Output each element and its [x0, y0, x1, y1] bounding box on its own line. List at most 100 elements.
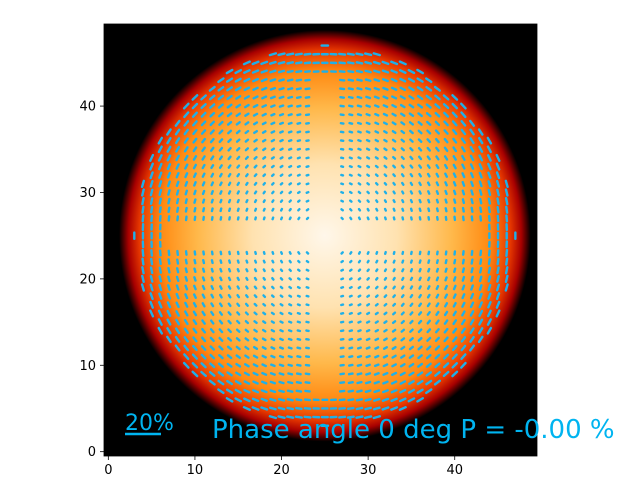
- polarization-vector: [251, 69, 260, 74]
- polarization-vector: [400, 285, 405, 290]
- polarization-vector: [383, 320, 388, 324]
- polarization-vector: [261, 380, 268, 385]
- polarization-vector: [391, 95, 398, 100]
- polarization-vector: [288, 199, 292, 203]
- polarization-vector: [427, 190, 431, 195]
- polarization-vector: [183, 111, 190, 119]
- polarization-vector: [218, 345, 224, 351]
- polarization-vector: [443, 137, 449, 144]
- polarization-vector: [487, 292, 492, 300]
- polarization-vector: [235, 354, 241, 359]
- polarization-vector: [374, 173, 379, 178]
- polarization-vector: [408, 354, 415, 359]
- polarization-vector: [218, 129, 224, 135]
- polarization-vector: [416, 371, 424, 377]
- polarization-vector: [271, 190, 275, 195]
- polarization-vector: [426, 336, 432, 342]
- polarization-vector: [381, 69, 390, 74]
- polarization-vector: [210, 155, 215, 161]
- polarization-vector: [383, 337, 388, 342]
- polarization-vector: [392, 181, 396, 186]
- polarization-vector: [427, 259, 431, 264]
- polarization-vector: [193, 207, 197, 213]
- polarization-vector: [460, 146, 466, 153]
- polarization-vector: [261, 104, 268, 109]
- polarization-vector: [253, 164, 258, 169]
- polarization-vector: [348, 173, 353, 177]
- polarization-vector: [217, 388, 225, 395]
- polarization-vector: [184, 258, 188, 265]
- polarization-vector: [236, 268, 240, 273]
- polarization-vector: [183, 344, 190, 352]
- polarization-vector: [227, 285, 232, 290]
- polarization-vector: [347, 87, 354, 91]
- polarization-vector: [278, 95, 285, 100]
- polarization-vector: [366, 156, 371, 160]
- polarization-vector: [228, 207, 232, 213]
- polarization-vector: [149, 300, 154, 309]
- polarization-vector: [217, 103, 224, 109]
- polarization-vector: [495, 292, 501, 301]
- x-tick-label: 10: [187, 463, 204, 478]
- polarization-vector: [279, 164, 284, 169]
- polarization-vector: [174, 344, 181, 352]
- polarization-vector: [444, 284, 448, 291]
- polarization-vector: [296, 165, 301, 169]
- polarization-vector: [416, 86, 424, 92]
- polarization-vector: [495, 300, 501, 309]
- polarization-vector: [253, 190, 258, 195]
- polarization-vector: [261, 363, 268, 368]
- polarization-vector: [234, 397, 243, 403]
- polarization-vector: [243, 103, 250, 109]
- polarization-vector: [236, 293, 241, 299]
- polarization-vector: [426, 328, 432, 334]
- polarization-vector: [461, 163, 466, 170]
- polarization-vector: [451, 344, 458, 352]
- polarization-vector: [277, 61, 286, 65]
- polarization-vector: [435, 164, 440, 170]
- polarization-vector: [382, 389, 389, 394]
- polarization-vector: [157, 145, 163, 154]
- polarization-vector: [400, 138, 406, 143]
- polarization-vector: [270, 302, 275, 307]
- polarization-vector: [357, 199, 362, 203]
- polarization-vector: [418, 259, 422, 264]
- polarization-vector: [287, 87, 294, 91]
- polarization-vector: [271, 250, 275, 255]
- polarization-vector: [381, 397, 390, 402]
- polarization-vector: [243, 363, 250, 368]
- polarization-vector: [209, 345, 215, 351]
- polarization-vector: [305, 199, 310, 203]
- polarization-vector: [442, 362, 450, 369]
- polarization-vector: [416, 77, 424, 83]
- polarization-vector: [271, 207, 275, 212]
- polarization-vector: [383, 181, 388, 186]
- polarization-vector: [479, 206, 483, 214]
- polarization-vector: [401, 190, 405, 195]
- polarization-vector: [278, 78, 285, 82]
- x-axis: 0 10 20 30 40: [104, 456, 463, 478]
- polarization-vector: [469, 318, 475, 326]
- polarization-vector: [167, 284, 171, 291]
- polarization-vector: [279, 294, 284, 298]
- polarization-vector: [486, 154, 492, 162]
- polarization-vector: [235, 129, 241, 135]
- polarization-vector: [297, 207, 301, 212]
- polarization-vector: [166, 318, 172, 326]
- polarization-vector: [244, 164, 249, 169]
- polarization-vector: [470, 267, 474, 274]
- polarization-vector: [434, 111, 441, 118]
- polarization-vector: [235, 112, 241, 118]
- polarization-vector: [296, 285, 301, 290]
- polarization-vector: [357, 320, 362, 324]
- polarization-vector: [340, 268, 345, 272]
- polarization-vector: [176, 258, 180, 265]
- polarization-vector: [191, 362, 199, 369]
- polarization-vector: [184, 180, 189, 187]
- polarization-vector: [294, 415, 303, 419]
- polarization-vector: [399, 95, 406, 100]
- polarization-vector: [236, 155, 241, 161]
- polarization-vector: [427, 267, 431, 273]
- polarization-vector: [288, 303, 293, 307]
